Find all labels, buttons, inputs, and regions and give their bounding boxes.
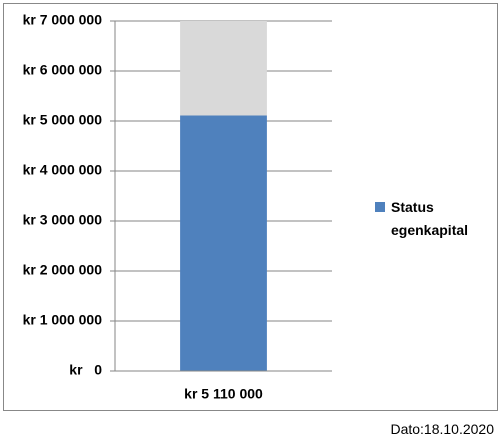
legend: Status egenkapital (375, 196, 495, 242)
footnote: Dato:18.10.2020 (390, 421, 494, 437)
x-tick-label: kr 5 110 000 (184, 386, 263, 402)
bar-segment (180, 115, 267, 371)
y-tick-label: kr 0 (69, 362, 102, 378)
y-tick-label: kr 4 000 000 (23, 162, 103, 178)
legend-swatch (375, 202, 385, 212)
y-tick-label: kr 3 000 000 (23, 212, 103, 228)
bar-segment (180, 21, 267, 116)
legend-label: Status egenkapital (391, 199, 469, 238)
y-tick-label: kr 1 000 000 (23, 312, 103, 328)
y-tick-label: kr 6 000 000 (23, 62, 103, 78)
y-tick-label: kr 7 000 000 (23, 12, 103, 28)
y-tick-label: kr 2 000 000 (23, 262, 103, 278)
chart-border (3, 3, 498, 411)
legend-item: Status egenkapital (375, 196, 495, 242)
y-tick-label: kr 5 000 000 (23, 112, 103, 128)
